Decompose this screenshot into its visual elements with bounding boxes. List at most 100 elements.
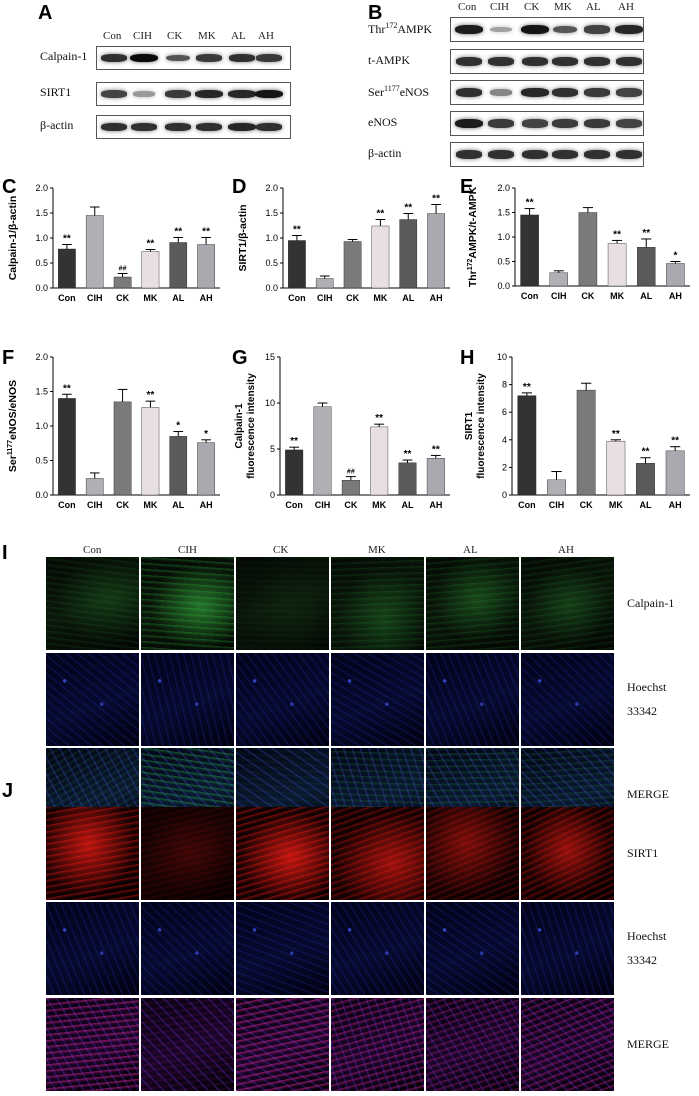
significance-mark: **	[642, 228, 650, 239]
bar-al	[169, 242, 188, 289]
blot-band	[255, 123, 283, 131]
x-tick-label: AL	[402, 500, 414, 510]
panel-letter-f: F	[2, 347, 15, 369]
x-tick-label: Con	[58, 293, 76, 303]
x-tick-label: Con	[518, 500, 536, 510]
bar-mk	[141, 407, 160, 496]
bar-chart-enos-ratio: 0.0 0.5 1.0 1.5 2.0 ** Con CIH CK ** MK * AL * AH Ser11…	[7, 352, 220, 510]
blot-band	[489, 89, 513, 96]
blot-band	[552, 25, 578, 34]
y-tick-label: 1.5	[35, 387, 48, 397]
significance-mark: **	[174, 227, 182, 238]
panel-letter-a: A	[38, 2, 53, 24]
micrograph-row-label: Hoechst	[627, 928, 667, 943]
blot-band	[551, 88, 579, 97]
y-tick-label: 2.0	[265, 183, 278, 193]
blot-band	[455, 88, 483, 97]
x-tick-label: AL	[640, 291, 652, 301]
lane-label-al: AL	[586, 1, 601, 13]
y-tick-label: 5	[270, 444, 275, 454]
label-part: Thr	[467, 270, 479, 287]
y-tick-label: 0.0	[265, 283, 278, 293]
bar-ah	[666, 263, 685, 287]
blot-band	[228, 89, 256, 99]
x-tick-label: AH	[429, 500, 442, 510]
significance-mark: ##	[347, 469, 355, 476]
x-tick-label: CIH	[315, 500, 331, 510]
blot-strip	[450, 17, 644, 42]
y-tick-label: 1.0	[497, 232, 510, 242]
micrograph-tile	[236, 807, 329, 900]
significance-mark: **	[404, 203, 412, 214]
micrograph-tile	[521, 653, 614, 746]
significance-mark: **	[63, 383, 71, 394]
y-axis-label: Calpain-1	[234, 403, 245, 448]
blot-strip	[450, 49, 644, 74]
blot-band	[520, 24, 550, 35]
significance-mark: **	[526, 198, 534, 209]
blot-band	[129, 53, 159, 63]
blot-strip	[96, 82, 291, 106]
blot-strip	[450, 111, 644, 136]
x-tick-label: CK	[116, 500, 129, 510]
x-tick-label: CK	[580, 500, 593, 510]
panel-letter-c: C	[2, 176, 17, 198]
x-tick-label: Con	[58, 500, 76, 510]
micrograph-row-label: Calpain-1	[627, 595, 675, 610]
y-tick-label: 0.0	[35, 490, 48, 500]
bar-al	[636, 463, 655, 496]
blot-band	[583, 119, 611, 128]
bar-cih	[313, 406, 332, 496]
x-tick-label: Con	[288, 293, 306, 303]
significance-mark: ##	[119, 266, 127, 273]
micrograph-tile	[46, 998, 139, 1091]
bar-al	[169, 436, 188, 496]
y-tick-label: 10	[497, 352, 507, 362]
bar-ah	[426, 457, 445, 496]
lane-label-mk: MK	[198, 30, 216, 42]
x-tick-label: CK	[344, 500, 357, 510]
x-tick-label: AH	[669, 291, 682, 301]
blot-band	[487, 57, 515, 66]
micrograph-tile	[141, 653, 234, 746]
significance-mark: **	[523, 382, 531, 393]
bar-chart-sirt1-fluorescence: 0 2 4 6 8 10 ** Con CIH CK ** MK ** AL ** AH SIRT1 fluore…	[464, 352, 690, 510]
lane-label-al: AL	[231, 30, 246, 42]
bar-ah	[665, 450, 685, 496]
blot-row-label: β-actin	[368, 146, 401, 161]
blot-row-label: Ser1177eNOS	[368, 84, 429, 100]
blot-band	[100, 123, 128, 131]
blot-band	[615, 150, 643, 159]
y-tick-label: 1.5	[497, 208, 510, 218]
label-text: t-AMPK	[368, 52, 411, 67]
bar-al	[399, 219, 418, 289]
blot-band	[521, 87, 549, 98]
blot-band	[255, 54, 283, 62]
label-sup: 172	[385, 20, 398, 30]
column-label-al: AL	[463, 544, 478, 556]
blot-band	[133, 91, 155, 97]
panel-letter-g: G	[232, 347, 248, 369]
lane-label-cih: CIH	[133, 30, 152, 42]
x-tick-label: AL	[172, 500, 184, 510]
y-tick-label: 0.5	[35, 456, 48, 466]
micrograph-tile	[426, 653, 519, 746]
x-tick-label: MK	[610, 291, 624, 301]
lane-label-ck: CK	[167, 30, 183, 42]
bar-con	[58, 398, 76, 496]
blot-band	[165, 54, 191, 62]
bar-cih	[85, 478, 104, 496]
x-tick-label: MK	[373, 293, 387, 303]
label-text: Thr	[368, 21, 386, 36]
bar-ah	[197, 442, 215, 496]
micrograph-tile	[521, 807, 614, 900]
blot-band	[455, 24, 483, 35]
panel-letter-e: E	[460, 176, 474, 198]
blot-band	[551, 150, 579, 159]
panel-letter-b: B	[368, 2, 383, 24]
y-tick-label: 2.0	[35, 352, 48, 362]
micrograph-tile	[141, 807, 234, 900]
bar-ck	[341, 480, 360, 496]
y-tick-label: 0	[502, 490, 507, 500]
blot-band	[195, 54, 223, 62]
